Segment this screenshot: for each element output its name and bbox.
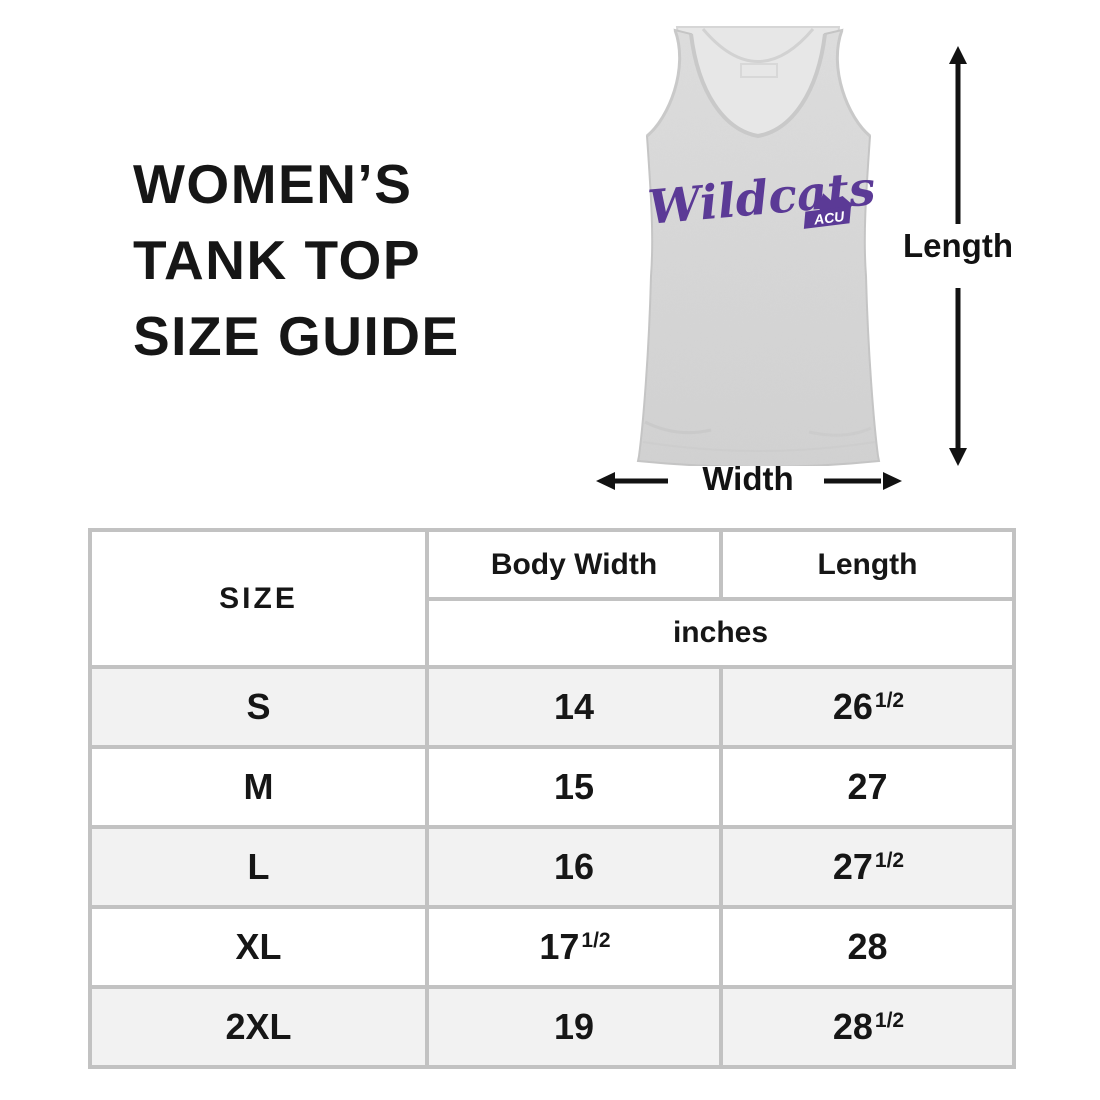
table-row-m: M 15 27	[88, 745, 1016, 829]
table-unit-row: inches	[90, 597, 1016, 669]
acu-logo-text: ACU	[812, 208, 846, 228]
length-cell: 261/2	[719, 665, 1016, 749]
size-column-header: SIZE	[88, 528, 429, 669]
body-width-cell: 15	[425, 745, 723, 829]
unit-header: inches	[425, 597, 1016, 669]
tank-armhole-trim-left	[646, 29, 682, 138]
body-width-cell: 16	[425, 825, 723, 909]
length-column-header: Length	[719, 528, 1016, 601]
tank-neck-trim	[689, 33, 827, 139]
width-arrow-icon	[596, 472, 902, 490]
length-cell: 28	[719, 905, 1016, 989]
acu-wildcat-logo: ACU	[803, 193, 853, 229]
table-header-row: SIZE Body Width Length	[88, 528, 1016, 669]
page-title-line: SIZE GUIDE	[133, 305, 460, 367]
size-cell: XL	[88, 905, 429, 989]
body-width-column-header: Body Width	[425, 528, 723, 601]
page-title-line: WOMEN’S	[133, 153, 413, 215]
tank-top-image: Wildcats ACU	[613, 24, 905, 468]
size-cell: 2XL	[88, 985, 429, 1069]
table-row-s: S 14 261/2	[88, 665, 1016, 749]
length-dimension-label: Length	[903, 227, 1013, 264]
table-row-xl: XL 171/2 28	[88, 905, 1016, 989]
tank-top-illustration: Wildcats ACU	[637, 26, 880, 468]
page-title-line: TANK TOP	[133, 229, 422, 291]
length-cell: 27	[719, 745, 1016, 829]
table-row-2xl: 2XL 19 281/2	[88, 985, 1016, 1069]
body-width-cell: 171/2	[425, 905, 723, 989]
length-arrow-icon	[949, 46, 967, 466]
size-table: SIZE Body Width Length inches S 14 261/2…	[88, 528, 1016, 1069]
size-cell: M	[88, 745, 429, 829]
body-width-cell: 19	[425, 985, 723, 1069]
body-width-cell: 14	[425, 665, 723, 749]
width-dimension-label: Width	[702, 460, 794, 497]
size-cell: S	[88, 665, 429, 749]
length-cell: 271/2	[719, 825, 1016, 909]
table-row-l: L 16 271/2	[88, 825, 1016, 909]
page-title: WOMEN’S TANK TOP SIZE GUIDE	[133, 146, 460, 374]
size-cell: L	[88, 825, 429, 909]
length-cell: 281/2	[719, 985, 1016, 1069]
tank-armhole-trim-right	[835, 29, 871, 138]
